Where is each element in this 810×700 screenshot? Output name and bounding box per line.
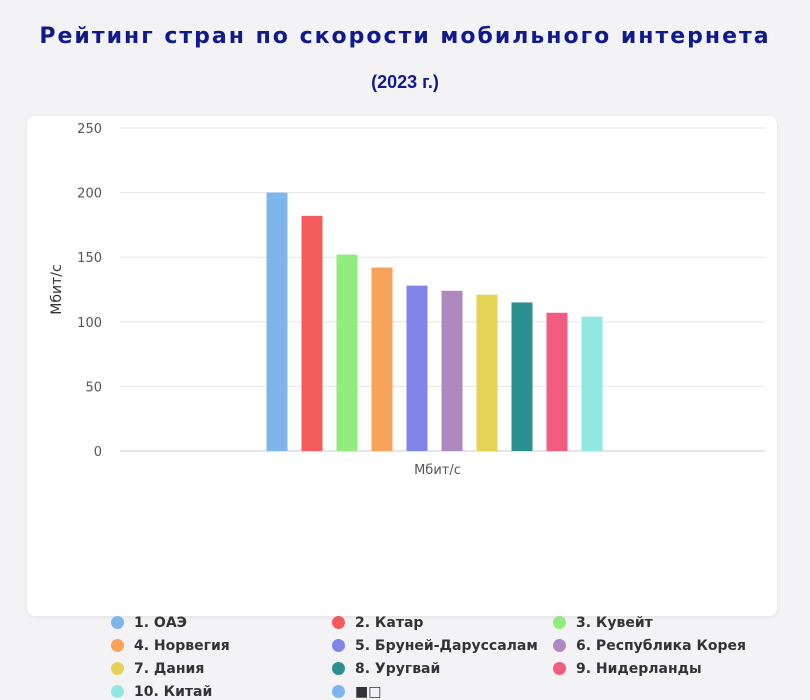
bar <box>546 312 568 451</box>
legend-label: 8. Уругвай <box>355 660 441 677</box>
legend-label: ■□ <box>355 683 382 700</box>
bar <box>336 254 358 451</box>
y-tick-label: 50 <box>85 380 102 395</box>
legend-item[interactable]: 5. Бруней-Даруссалам <box>332 637 553 654</box>
legend-swatch <box>553 662 566 675</box>
chart-plot: 0 50 100 150 200 250 Мбит/с Мбит/с <box>49 122 765 478</box>
y-tick-label: 100 <box>77 316 102 331</box>
legend-item[interactable]: 9. Нидерланды <box>553 660 774 677</box>
legend-label: 1. ОАЭ <box>134 614 187 631</box>
chart-card: 0 50 100 150 200 250 Мбит/с Мбит/с 1. ОАЭ 2. Кат… <box>27 116 777 700</box>
bar <box>441 290 463 451</box>
bar <box>371 267 393 451</box>
y-tick-label: 0 <box>94 445 102 460</box>
y-tick-label: 200 <box>77 187 102 202</box>
chart-legend: 1. ОАЭ 2. Катар 3. Кувейт 4. Норвегия 5. Бру… <box>111 614 791 700</box>
legend-item[interactable]: 7. Дания <box>111 660 332 677</box>
legend-item[interactable]: ■□ <box>332 683 553 700</box>
legend-label: 2. Катар <box>355 614 424 631</box>
bar <box>301 215 323 451</box>
y-tick-label: 150 <box>77 251 102 266</box>
x-axis-label: Мбит/с <box>414 463 461 478</box>
legend-label: 5. Бруней-Даруссалам <box>355 637 538 654</box>
legend-item[interactable]: 4. Норвегия <box>111 637 332 654</box>
legend-item[interactable]: 6. Республика Корея <box>553 637 774 654</box>
bar <box>476 294 498 451</box>
bar <box>511 302 533 451</box>
legend-item[interactable]: 1. ОАЭ <box>111 614 332 631</box>
legend-label: 7. Дания <box>134 660 205 677</box>
y-tick-label: 250 <box>77 122 102 137</box>
legend-swatch <box>332 662 345 675</box>
bar <box>266 192 288 451</box>
bar <box>581 316 603 451</box>
legend-item[interactable]: 8. Уругвай <box>332 660 553 677</box>
legend-swatch <box>111 616 124 629</box>
legend-swatch <box>332 639 345 652</box>
legend-label: 4. Норвегия <box>134 637 230 654</box>
legend-swatch <box>111 639 124 652</box>
legend-label: 9. Нидерланды <box>576 660 702 677</box>
legend-item[interactable]: 3. Кувейт <box>553 614 774 631</box>
legend-swatch <box>332 616 345 629</box>
legend-swatch <box>111 662 124 675</box>
legend-swatch <box>111 685 124 698</box>
chart-subtitle: (2023 г.) <box>371 72 439 92</box>
legend-swatch <box>553 616 566 629</box>
legend-swatch <box>553 639 566 652</box>
y-axis-label: Мбит/с <box>49 264 65 314</box>
legend-label: 6. Республика Корея <box>576 637 747 654</box>
legend-item[interactable]: 2. Катар <box>332 614 553 631</box>
legend-label: 10. Китай <box>134 683 213 700</box>
legend-swatch <box>332 685 345 698</box>
chart-title: Рейтинг стран по скорости мобильного инт… <box>39 24 771 49</box>
legend-label: 3. Кувейт <box>576 614 653 631</box>
bar <box>406 285 428 451</box>
legend-item[interactable]: 10. Китай <box>111 683 332 700</box>
